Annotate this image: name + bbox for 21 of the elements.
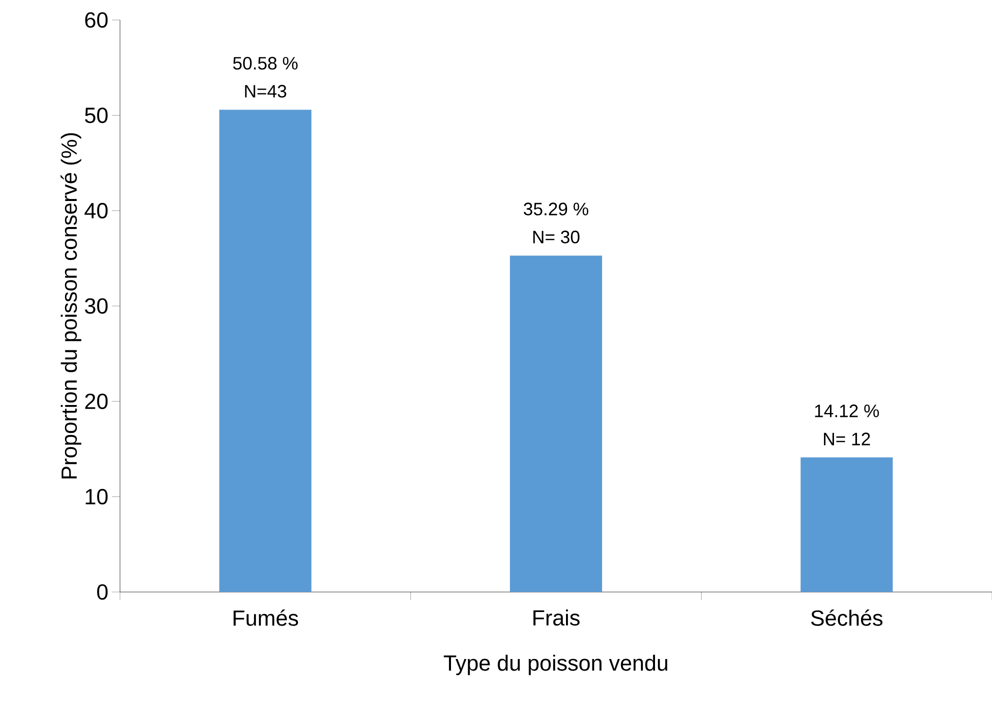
bar	[800, 457, 893, 592]
y-tick-label: 60	[85, 12, 108, 28]
data-label: 14.12 %	[815, 404, 879, 418]
annotation: N= 12	[824, 432, 870, 446]
x-tick-label: Fumés	[234, 610, 298, 626]
y-tick-label: 10	[86, 488, 108, 504]
y-tick-label: 20	[85, 394, 108, 410]
bar	[219, 110, 312, 592]
y-tick-label: 0	[97, 584, 108, 600]
y-axis-title: Proportion du poisson conservé (%)	[60, 133, 82, 478]
x-axis-title: Type du poisson vendu	[444, 654, 668, 676]
x-tick-label: Frais	[533, 610, 580, 626]
y-tick-label: 40	[84, 202, 108, 218]
annotation: N=43	[245, 84, 286, 98]
y-tick-label: 30	[84, 298, 108, 314]
annotation: N= 30	[533, 230, 580, 244]
x-tick-label: Séchés	[811, 610, 882, 626]
data-label: 35.29 %	[524, 202, 588, 216]
y-tick-label: 50	[84, 108, 108, 124]
bar	[510, 256, 602, 592]
data-label: 50.58 %	[233, 56, 298, 70]
